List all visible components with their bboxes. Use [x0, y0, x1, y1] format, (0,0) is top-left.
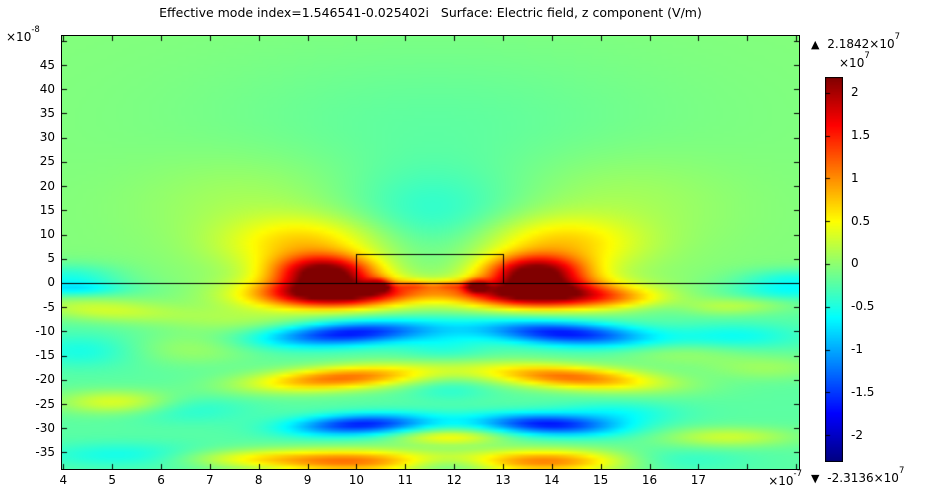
- min-value: -2.3136×10: [823, 471, 899, 485]
- x-tick-label: 15: [593, 473, 609, 487]
- x-tick-label: 14: [544, 473, 560, 487]
- x-tick-label: 4: [59, 473, 68, 487]
- colorbar-scale-label: ×107: [839, 51, 870, 70]
- x-tick-label: 9: [303, 473, 312, 487]
- y-offset-exponent: -8: [31, 25, 40, 35]
- colorbar: [825, 77, 843, 462]
- y-tick-label: -5: [43, 299, 55, 314]
- y-tick-label: 45: [39, 57, 55, 72]
- colorbar-tick-label: 2: [851, 85, 859, 100]
- y-tick-label: 10: [39, 227, 55, 242]
- y-tick-label: 20: [39, 178, 55, 193]
- x-tick-label: 8: [254, 473, 263, 487]
- y-tick-label: -10: [35, 323, 55, 338]
- y-tick-label: -35: [35, 444, 55, 459]
- y-tick-label: -30: [35, 420, 55, 435]
- x-offset-exponent: -7: [793, 469, 802, 479]
- max-value-exponent: 7: [894, 32, 901, 42]
- x-tick-label: 5: [108, 473, 116, 487]
- colorbar-max-label: ▲ 2.1842×107: [811, 32, 900, 51]
- colorbar-tick-label: 1.5: [851, 128, 871, 143]
- min-triangle-icon: ▼: [811, 472, 820, 485]
- colorbar-tick-label: -1.5: [851, 384, 875, 399]
- colorbar-tick-label: -2: [851, 427, 863, 442]
- y-tick-label: 25: [39, 154, 55, 169]
- colorbar-tick-label: -1: [851, 342, 863, 357]
- y-tick-label: 15: [39, 202, 55, 217]
- y-tick-label: -25: [35, 396, 55, 411]
- x-tick-label: 10: [348, 473, 365, 487]
- colorbar-tick-label: 1: [851, 170, 859, 185]
- y-axis-offset-label: ×10-8: [6, 25, 40, 44]
- x-tick-label: 16: [641, 473, 658, 487]
- plot-title: Effective mode index=1.546541-0.025402i …: [159, 5, 702, 20]
- colorbar-tick-label: -0.5: [851, 299, 875, 314]
- x-tick-label: 11: [397, 473, 413, 487]
- y-tick-label: 30: [39, 130, 55, 145]
- cb-scale-exponent: 7: [864, 51, 870, 61]
- y-tick-label: 5: [47, 251, 55, 266]
- x-offset-prefix: ×10: [768, 474, 794, 488]
- x-axis-offset-label: ×10-7: [752, 469, 802, 488]
- colorbar-min-label: ▼ -2.3136×107: [811, 466, 904, 485]
- x-tick-label: 6: [157, 473, 165, 487]
- y-offset-prefix: ×10: [6, 30, 32, 44]
- y-tick-label: -20: [35, 372, 55, 387]
- x-tick-label: 17: [690, 473, 706, 487]
- y-tick-label: 0: [47, 275, 55, 290]
- plot-area: [61, 35, 800, 470]
- y-tick-label: 40: [39, 81, 55, 96]
- field-surface-canvas: [62, 36, 799, 469]
- y-tick-label: -15: [35, 348, 55, 363]
- x-tick-label: 7: [206, 473, 214, 487]
- y-tick-label: 35: [39, 105, 55, 120]
- x-tick-label: 12: [446, 473, 462, 487]
- min-value-exponent: 7: [898, 466, 905, 476]
- max-value: 2.1842×10: [823, 37, 895, 51]
- max-triangle-icon: ▲: [811, 38, 820, 51]
- colorbar-tick-label: 0.5: [851, 213, 871, 228]
- x-tick-label: 13: [495, 473, 511, 487]
- cb-scale-prefix: ×10: [839, 56, 865, 70]
- colorbar-tick-label: 0: [851, 256, 859, 271]
